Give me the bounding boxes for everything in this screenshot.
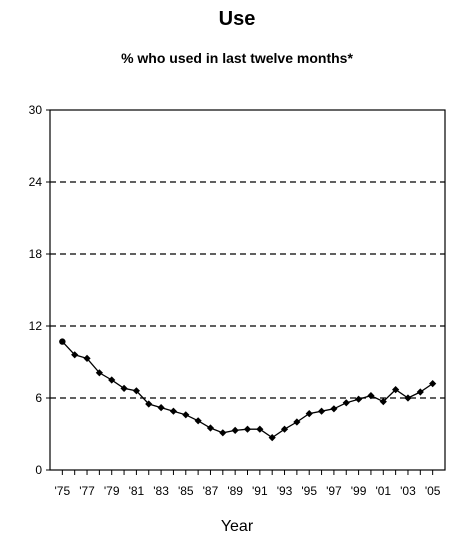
data-point bbox=[354, 395, 363, 403]
series-line bbox=[61, 341, 434, 439]
data-point bbox=[206, 424, 215, 432]
x-tick-label: '81 bbox=[129, 484, 145, 498]
data-point bbox=[280, 425, 289, 433]
x-tick-label: '05 bbox=[425, 484, 441, 498]
data-point bbox=[219, 429, 227, 437]
chart-subtitle: % who used in last twelve months* bbox=[121, 50, 353, 66]
data-point bbox=[392, 386, 400, 394]
x-tick-label: '87 bbox=[203, 484, 219, 498]
data-point bbox=[132, 387, 141, 395]
data-point bbox=[145, 400, 153, 408]
data-point bbox=[305, 410, 313, 418]
x-tick-label: '89 bbox=[227, 484, 243, 498]
data-point bbox=[71, 351, 79, 359]
data-point bbox=[182, 411, 190, 419]
data-point bbox=[330, 405, 338, 413]
x-tick-label: '01 bbox=[375, 484, 391, 498]
data-point bbox=[256, 425, 264, 433]
data-point bbox=[194, 417, 202, 425]
x-tick-label: '97 bbox=[326, 484, 342, 498]
y-tick-label: 12 bbox=[29, 319, 43, 333]
data-point bbox=[120, 384, 128, 392]
data-point bbox=[169, 407, 178, 415]
data-point bbox=[404, 394, 412, 402]
y-tick-label: 24 bbox=[29, 175, 43, 189]
plot-area-frame bbox=[49, 109, 446, 471]
data-point bbox=[243, 425, 252, 433]
data-point bbox=[231, 426, 239, 434]
data-point bbox=[317, 407, 326, 415]
data-point bbox=[59, 338, 66, 345]
data-point bbox=[293, 418, 301, 426]
data-point bbox=[83, 354, 91, 362]
x-axis-label: Year bbox=[220, 518, 254, 535]
data-point bbox=[95, 369, 103, 377]
data-point bbox=[108, 376, 116, 384]
x-tick-label: '75 bbox=[55, 484, 71, 498]
x-tick-label: '93 bbox=[277, 484, 293, 498]
x-tick-label: '03 bbox=[400, 484, 416, 498]
x-tick-label: '83 bbox=[153, 484, 169, 498]
data-point bbox=[268, 434, 276, 442]
data-point bbox=[429, 380, 437, 388]
x-tick-label: '85 bbox=[178, 484, 194, 498]
y-tick-label: 0 bbox=[35, 463, 42, 477]
data-point bbox=[379, 398, 387, 406]
y-tick-label: 30 bbox=[29, 103, 43, 117]
x-tick-label: '99 bbox=[351, 484, 367, 498]
data-point bbox=[416, 388, 424, 396]
data-point bbox=[367, 392, 375, 400]
y-tick-label: 18 bbox=[29, 247, 43, 261]
chart-title: Use bbox=[218, 8, 256, 30]
y-tick-label: 6 bbox=[35, 391, 42, 405]
x-tick-label: '95 bbox=[301, 484, 317, 498]
x-tick-label: '77 bbox=[79, 484, 95, 498]
x-tick-label: '91 bbox=[252, 484, 268, 498]
data-point bbox=[157, 404, 165, 412]
data-point bbox=[342, 399, 350, 407]
x-tick-label: '79 bbox=[104, 484, 120, 498]
